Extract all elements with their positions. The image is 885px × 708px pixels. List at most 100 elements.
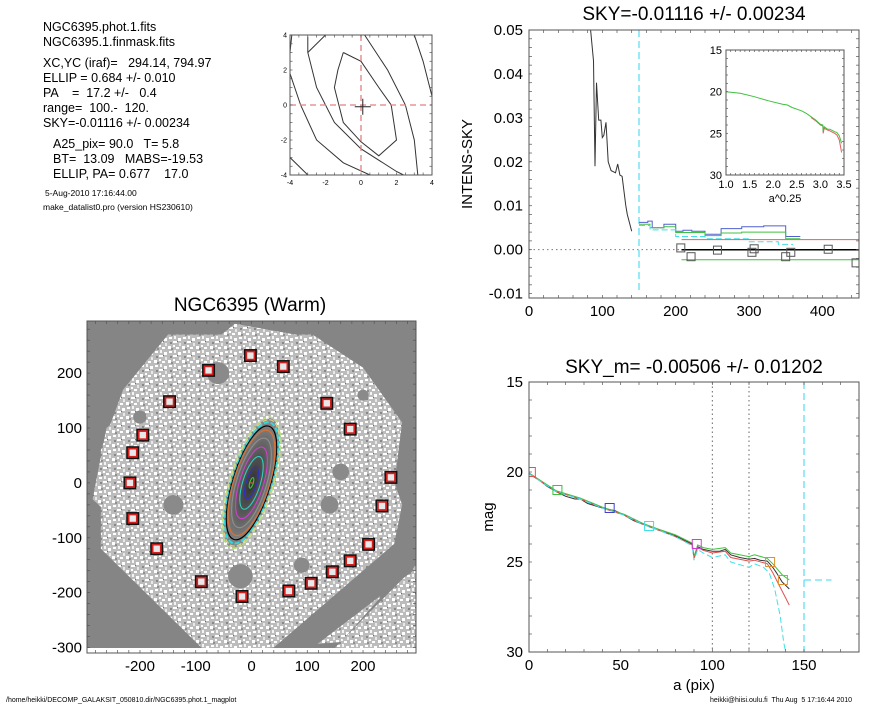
- y-tick-label: 4: [283, 33, 287, 40]
- series-black: [529, 473, 790, 590]
- sky-box-inner: [238, 593, 246, 600]
- sky-box-inner: [387, 474, 395, 481]
- sky-box-inner: [129, 449, 136, 456]
- masked-region: [273, 532, 414, 648]
- center-coords: XC,YC (iraf)= 294.14, 794.97: [43, 56, 212, 70]
- bt-mabs: BT= 13.09 MABS=-19.53: [53, 152, 204, 166]
- isophote-ellipse: [235, 446, 268, 520]
- sky-box-inner: [139, 431, 146, 439]
- sky-box-inner: [323, 400, 330, 407]
- x-tick-label: 400: [810, 303, 835, 320]
- sky-box-marker: [786, 247, 796, 257]
- mag-plot-xlabel: a (pix): [673, 677, 715, 694]
- y-tick-label: 0: [283, 103, 287, 110]
- isophote-ellipse: [221, 416, 282, 550]
- mask-filename: NGC6395.1.finmask.fits: [43, 35, 175, 49]
- inset-series-green: [726, 91, 843, 144]
- sky-box-inner: [205, 367, 212, 374]
- inset-x-tick-label: 2.0: [766, 179, 781, 191]
- sky-box-inner: [247, 352, 254, 359]
- y-tick-label: 15: [506, 374, 523, 391]
- galaxy-image-plot: NGC6395 (Warm) -200 -100 0 100 200 200 100 0 -100…: [52, 295, 417, 675]
- sky-box: [304, 576, 318, 590]
- profile-marker: [604, 503, 615, 513]
- range: range= 100.- 120.: [43, 101, 149, 115]
- sky-series: [529, 30, 859, 293]
- inset-frame: [725, 49, 845, 176]
- sky-box: [375, 499, 389, 513]
- sky-box: [202, 363, 216, 377]
- x-tick-label: 300: [736, 303, 761, 320]
- y-tick-label: -100: [52, 530, 82, 547]
- x-tick-label: 50: [612, 657, 629, 674]
- inset-series-red: [810, 117, 843, 153]
- profile-marker: [552, 485, 563, 495]
- y-tick-label: -300: [52, 640, 82, 657]
- y-tick-label: 0.04: [494, 66, 523, 83]
- sky-box: [163, 395, 177, 409]
- mag-plot-ylabel: mag: [480, 502, 497, 531]
- x-tick-label: 150: [791, 657, 816, 674]
- sky-box-inner: [365, 541, 372, 548]
- y-tick-label: 200: [57, 365, 82, 382]
- masked-patch: [320, 496, 339, 514]
- sky-box-marker: [749, 244, 759, 254]
- sky-box-marker: [851, 258, 859, 268]
- sky-box-inner: [129, 515, 136, 522]
- isophote-ellipse: [243, 466, 260, 500]
- inset-y-tick-label: 15: [710, 45, 722, 57]
- x-tick-label: 200: [663, 303, 688, 320]
- isophote-ellipse: [239, 455, 264, 510]
- y-tick-label: 2: [283, 68, 287, 75]
- sky-box: [325, 565, 339, 579]
- y-tick-label: 100: [57, 420, 82, 437]
- inset-x-tick-label: 3.5: [836, 179, 851, 191]
- sky-box: [126, 446, 140, 460]
- y-tick-label: -2: [281, 138, 287, 145]
- sky-box: [136, 428, 150, 442]
- sky-box: [362, 537, 376, 551]
- series-green_step: [639, 223, 801, 240]
- y-tick-label: -0.01: [489, 286, 523, 303]
- x-tick-label: 0: [525, 657, 533, 674]
- sky-box-marker: [823, 244, 833, 254]
- profile-marker: [529, 467, 536, 477]
- masked-patch: [228, 564, 253, 589]
- mag-plot-frame: [528, 381, 860, 653]
- x-tick-label: 4: [430, 180, 434, 187]
- info-panel: NGC6395.phot.1.fits NGC6395.1.finmask.fi…: [43, 20, 212, 213]
- sky-plot-title: SKY=-0.01116 +/- 0.00234: [582, 4, 806, 25]
- timestamp: 5-Aug-2010 17:16:44.00: [45, 188, 137, 198]
- inset-y-tick-label: 30: [710, 170, 722, 182]
- mag-profile-plot: SKY_m= -0.00506 +/- 0.01202 mag a (pix) 0 50…: [480, 357, 860, 694]
- masked-patch: [332, 463, 350, 481]
- y-tick-label: 0.00: [494, 242, 523, 259]
- sky-box: [343, 554, 357, 568]
- x-tick-label: 100: [700, 657, 725, 674]
- ellip-pa: ELLIP, PA= 0.677 17.0: [53, 167, 189, 181]
- series-red: [529, 473, 790, 606]
- a25-type: A25_pix= 90.0 T= 5.8: [53, 137, 180, 151]
- sky-box-inner: [347, 557, 354, 565]
- inset-y-tick-label: 25: [710, 128, 722, 140]
- sky-box-marker: [676, 243, 686, 253]
- series-profile: [590, 30, 633, 232]
- position-angle: PA = 17.2 +/- 0.4: [43, 86, 157, 100]
- inset-x-tick-label: 3.0: [813, 179, 828, 191]
- sky-box: [126, 512, 140, 526]
- x-tick-label: -100: [181, 658, 211, 675]
- mag-plot-title: SKY_m= -0.00506 +/- 0.01202: [565, 357, 823, 378]
- y-tick-label: 30: [506, 644, 523, 661]
- sky-box: [343, 422, 357, 436]
- inset-xlabel: a^0.25: [769, 193, 802, 205]
- galaxy-center: [250, 481, 253, 485]
- inset-x-tick-label: 1.0: [718, 179, 733, 191]
- masked-patch: [357, 389, 369, 401]
- y-tick-label: 0.03: [494, 110, 523, 127]
- series-cyan_dashed: [529, 473, 787, 652]
- sky-box: [194, 575, 208, 589]
- sky-box-marker: [712, 245, 722, 255]
- sky-box: [282, 584, 296, 598]
- sky-box-inner: [285, 587, 293, 595]
